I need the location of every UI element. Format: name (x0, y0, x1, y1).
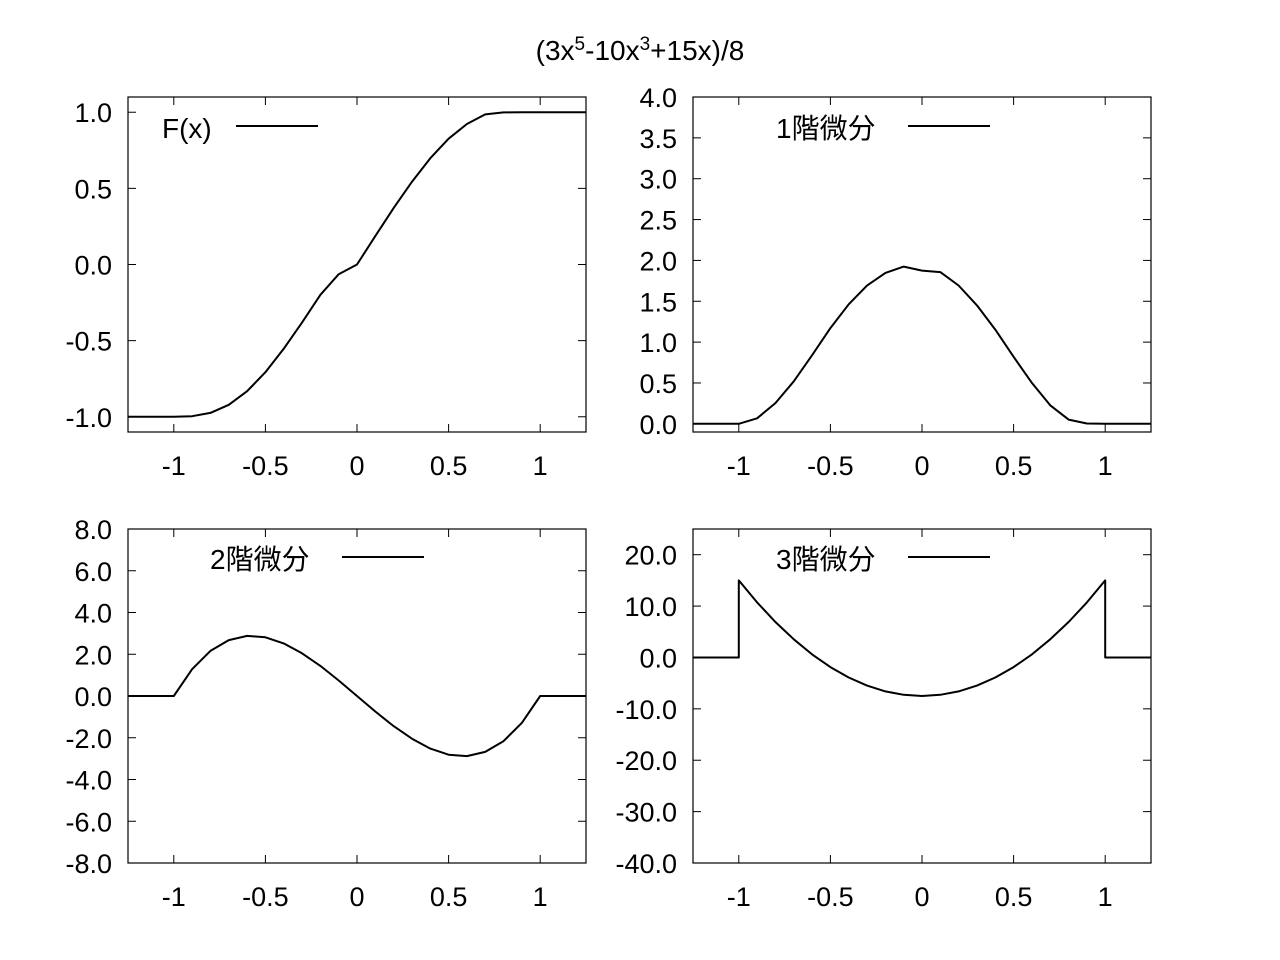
y-tick-label: 2.0 (639, 246, 677, 276)
x-tick-label: 0 (914, 882, 929, 912)
y-tick-label: -1.0 (65, 403, 112, 433)
chart-panel-3: -1 -0.5 0 0.5 1 8.0 6.0 4.0 2.0 0.0 -2.0 -4.0 -6.0 -8… (65, 515, 587, 912)
y-tick-label: -6.0 (65, 807, 112, 837)
legend-label: F(x) (162, 113, 212, 144)
x-tick-label: 0.5 (430, 451, 468, 481)
x-tick-label: 1 (1098, 451, 1113, 481)
x-tick-label: -0.5 (242, 451, 289, 481)
y-tick-label: -2.0 (65, 724, 112, 754)
x-tick-label: -0.5 (242, 882, 289, 912)
x-tick-label: 1 (533, 882, 548, 912)
x-tick-label: -0.5 (807, 882, 854, 912)
series-line (128, 111, 586, 418)
y-tick-label: 6.0 (74, 557, 112, 587)
panels: -1 -0.5 0 0.5 1 1.0 0.5 0.0 -0.5 -1.0 F(x) -1 -0.5 0 0… (65, 83, 1152, 912)
y-tick-label: 0.0 (74, 251, 112, 281)
y-tick-label: -0.5 (65, 327, 112, 357)
y-tick-label: -40.0 (615, 849, 677, 879)
y-tick-label: 3.5 (639, 124, 677, 154)
y-tick-label: 0.0 (74, 682, 112, 712)
y-tick-label: 2.5 (639, 206, 677, 236)
title-superscript: 5 (575, 34, 586, 55)
y-tick-label: -30.0 (615, 798, 677, 828)
title-text: +15x)/8 (650, 35, 744, 66)
series-line (128, 634, 586, 758)
series-line (693, 265, 1151, 425)
plot-frame (692, 96, 1152, 433)
y-tick-label: 2.0 (74, 640, 112, 670)
x-tick-label: -1 (162, 882, 186, 912)
y-tick-label: -4.0 (65, 766, 112, 796)
x-tick-label: 0 (914, 451, 929, 481)
chart-title: (3x5-10x3+15x)/8 (536, 34, 745, 66)
y-tick-label: 1.0 (639, 328, 677, 358)
title-text: -10x (585, 35, 639, 66)
title-text: (3x (536, 35, 575, 66)
y-tick-label: 0.0 (639, 643, 677, 673)
y-tick-label: 1.5 (639, 287, 677, 317)
legend-label: 1階微分 (776, 113, 876, 144)
y-tick-label: 0.5 (639, 369, 677, 399)
y-tick-label: 8.0 (74, 515, 112, 545)
y-tick-label: -8.0 (65, 849, 112, 879)
y-tick-label: -10.0 (615, 695, 677, 725)
x-tick-label: 0.5 (430, 882, 468, 912)
x-tick-label: 0 (349, 451, 364, 481)
y-tick-label: 3.0 (639, 165, 677, 195)
x-tick-label: 0.5 (995, 451, 1033, 481)
x-tick-label: 1 (533, 451, 548, 481)
y-tick-label: 0.5 (74, 174, 112, 204)
y-tick-label: 4.0 (74, 599, 112, 629)
x-tick-label: -1 (162, 451, 186, 481)
x-tick-label: -1 (727, 451, 751, 481)
chart-panel-4: -1 -0.5 0 0.5 1 20.0 10.0 0.0 -10.0 -20.0 -30.0 -40… (615, 528, 1152, 912)
chart-panel-2: -1 -0.5 0 0.5 1 4.0 3.5 3.0 2.5 2.0 1.5 1.0 0.5 0.0 1階… (639, 83, 1152, 481)
y-tick-label: 0.0 (639, 410, 677, 440)
y-tick-label: 1.0 (74, 98, 112, 128)
x-tick-label: -1 (727, 882, 751, 912)
chart-panel-1: -1 -0.5 0 0.5 1 1.0 0.5 0.0 -0.5 -1.0 F(x) (65, 96, 587, 481)
x-tick-label: 1 (1098, 882, 1113, 912)
y-tick-label: -20.0 (615, 746, 677, 776)
series-line (693, 579, 1151, 697)
legend-label: 3階微分 (776, 544, 876, 575)
x-tick-label: 0 (349, 882, 364, 912)
x-tick-label: 0.5 (995, 882, 1033, 912)
y-tick-label: 4.0 (639, 83, 677, 113)
title-superscript: 3 (640, 34, 651, 55)
legend-label: 2階微分 (210, 544, 310, 575)
y-tick-label: 10.0 (624, 592, 677, 622)
x-tick-label: -0.5 (807, 451, 854, 481)
y-tick-label: 20.0 (624, 541, 677, 571)
